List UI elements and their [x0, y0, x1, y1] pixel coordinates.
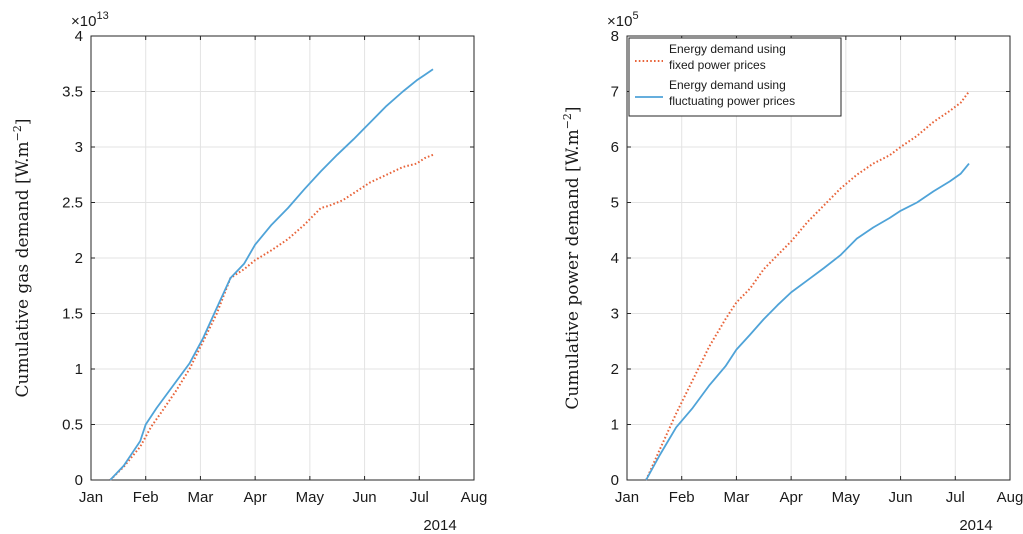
- y-tick-label: 0: [75, 472, 83, 489]
- y-tick-label: 7: [611, 84, 619, 101]
- x-tick-label: Mar: [724, 489, 750, 506]
- y-tick-label: 3: [611, 306, 619, 323]
- legend-label: fluctuating power prices: [669, 94, 795, 108]
- y-exponent-label: ×105: [607, 10, 639, 30]
- y-tick-label: 2: [611, 361, 619, 378]
- x-tick-label: Aug: [997, 489, 1023, 506]
- y-tick-label: 6: [611, 139, 619, 156]
- y-tick-label: 4: [75, 28, 83, 45]
- legend-label: Energy demand using: [669, 78, 786, 92]
- y-tick-label: 0: [611, 472, 619, 489]
- chart-1: Jan Feb Mar Apr May Jun Jul Aug 2014 0 0.5 1 1.5 2 2.5…: [11, 10, 487, 534]
- fixed-price-series-line: [645, 90, 970, 481]
- x-tick-label: May: [832, 489, 861, 506]
- x-tick-label: Jul: [410, 489, 429, 506]
- x-tick-label: Feb: [669, 489, 695, 506]
- x-tick-label: May: [296, 489, 325, 506]
- y-tick-label: 3.5: [62, 84, 83, 101]
- legend-label: Energy demand using: [669, 42, 786, 56]
- x-tick-label: Jun: [888, 489, 912, 506]
- y-axis-label: Cumulative power demand [W.m−2]: [561, 106, 583, 409]
- y-axis-label: Cumulative gas demand [W.m−2]: [11, 118, 33, 397]
- x-tick-label: Apr: [779, 489, 802, 506]
- y-exponent-label: ×1013: [71, 10, 109, 30]
- x-tick-label: Jul: [946, 489, 965, 506]
- y-tick-label: 2: [75, 250, 83, 267]
- legend-label: fixed power prices: [669, 58, 766, 72]
- y-tick-label: 1: [611, 417, 619, 434]
- y-tick-label: 0.5: [62, 417, 83, 434]
- x-tick-label: Jan: [615, 489, 639, 506]
- y-tick-label: 2.5: [62, 195, 83, 212]
- x-tick-label: Feb: [133, 489, 159, 506]
- y-tick-label: 1.5: [62, 306, 83, 323]
- x-tick-label: Apr: [243, 489, 266, 506]
- legend-box: [628, 37, 842, 117]
- y-tick-label: 5: [611, 195, 619, 212]
- y-tick-label: 4: [611, 250, 619, 267]
- chart-2: Jan Feb Mar Apr May Jun Jul Aug 2014 0 1 2 3 4 5 6 7 8×10…: [561, 10, 1023, 534]
- fluctuating-price-series-line: [109, 68, 434, 481]
- x-tick-label: Mar: [188, 489, 214, 506]
- x-secondary-label: 2014: [423, 517, 456, 534]
- y-tick-label: 8: [611, 28, 619, 45]
- legend: Energy demand using fixed power prices Ene…: [628, 37, 842, 117]
- fluctuating-price-series-line: [645, 163, 970, 481]
- y-tick-label: 1: [75, 361, 83, 378]
- x-tick-label: Jun: [352, 489, 376, 506]
- x-tick-label: Jan: [79, 489, 103, 506]
- x-secondary-label: 2014: [959, 517, 992, 534]
- x-tick-label: Aug: [461, 489, 488, 506]
- y-tick-label: 3: [75, 139, 83, 156]
- fixed-price-series-line: [109, 153, 434, 481]
